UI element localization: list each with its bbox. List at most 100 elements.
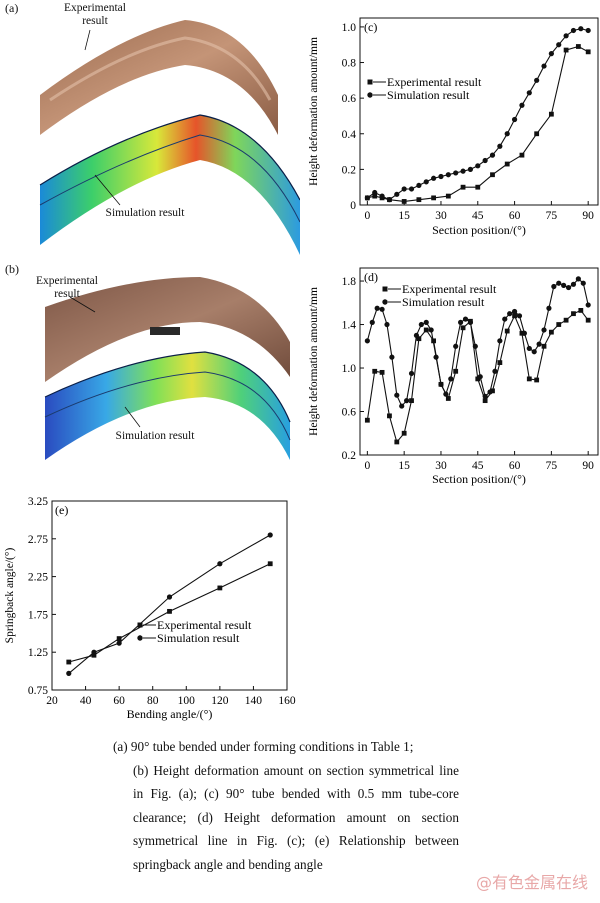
simulation-point bbox=[477, 374, 483, 380]
simulation-point bbox=[578, 26, 584, 32]
experimental-point bbox=[372, 368, 378, 374]
watermark: @有色金属在线 bbox=[475, 873, 588, 892]
copper-tube-b bbox=[45, 277, 290, 382]
experimental-point bbox=[116, 636, 122, 641]
simulation-point bbox=[570, 281, 577, 287]
experimental-point bbox=[453, 368, 459, 374]
x-tick-label: 0 bbox=[364, 210, 370, 222]
simulation-point bbox=[570, 27, 577, 34]
simulation-point bbox=[372, 189, 378, 196]
legend-label: Experimental result bbox=[157, 618, 252, 632]
experimental-point bbox=[548, 111, 554, 117]
photo-a-simulation-label: Simulation result bbox=[105, 207, 185, 219]
x-tick-label: 15 bbox=[398, 210, 410, 222]
simulation-point bbox=[401, 186, 407, 192]
experimental-point bbox=[575, 44, 581, 49]
x-tick-label: 80 bbox=[147, 695, 159, 707]
x-axis-label: Section position/(°) bbox=[432, 223, 526, 237]
y-tick-label: 0.2 bbox=[342, 164, 357, 176]
simulation-point bbox=[482, 157, 488, 164]
simulation-point bbox=[431, 175, 437, 181]
y-tick-label: 1.8 bbox=[342, 276, 357, 288]
legend-marker-square bbox=[137, 622, 143, 628]
simulation-series-line bbox=[68, 534, 271, 674]
experimental-point bbox=[372, 193, 378, 199]
simulation-point bbox=[453, 343, 459, 349]
simulation-point bbox=[561, 282, 567, 288]
simulation-point bbox=[482, 393, 488, 399]
experimental-point bbox=[460, 325, 466, 331]
experimental-point bbox=[475, 184, 481, 190]
simulation-point bbox=[467, 166, 474, 172]
y-tick-label: 0.4 bbox=[342, 129, 357, 141]
simulation-point bbox=[534, 77, 540, 83]
x-tick-label: 120 bbox=[211, 695, 229, 707]
x-tick-label: 45 bbox=[472, 460, 484, 472]
y-tick-label: 0.2 bbox=[342, 450, 357, 462]
simulation-point bbox=[487, 389, 493, 395]
y-tick-label: 0.8 bbox=[342, 58, 357, 70]
copper-tube-a bbox=[40, 20, 278, 135]
simulation-point bbox=[448, 376, 454, 382]
y-axis-label: Springback angle/(°) bbox=[4, 548, 16, 644]
simulation-series-line bbox=[367, 28, 589, 201]
simulation-point bbox=[467, 319, 474, 325]
x-tick-label: 30 bbox=[435, 460, 447, 472]
simulation-point bbox=[413, 332, 420, 339]
experimental-point bbox=[401, 199, 407, 204]
plot-frame bbox=[359, 17, 599, 206]
simulation-point bbox=[394, 392, 400, 398]
simulation-point bbox=[374, 305, 380, 311]
y-tick-label: 0.6 bbox=[342, 407, 357, 419]
simulation-point bbox=[433, 354, 439, 360]
x-axis-label: Bending angle/(°) bbox=[127, 707, 213, 721]
photo-a-experimental-label: Experimental result bbox=[64, 2, 126, 27]
figure-caption: (a) 90° tube bended under forming condit… bbox=[113, 735, 459, 877]
experimental-point bbox=[394, 439, 400, 445]
simulation-point bbox=[497, 338, 503, 344]
legend-label: Experimental result bbox=[387, 75, 482, 89]
simulation-point bbox=[394, 191, 400, 197]
x-tick-label: 60 bbox=[509, 210, 521, 222]
x-tick-label: 90 bbox=[582, 460, 594, 472]
simulation-point bbox=[575, 276, 581, 282]
experimental-point bbox=[534, 377, 540, 383]
y-tick-label: 1.75 bbox=[28, 609, 48, 621]
photo-b-image bbox=[44, 277, 291, 460]
experimental-point bbox=[497, 360, 503, 365]
panel-letter-b: (b) bbox=[5, 262, 19, 276]
simulation-point bbox=[91, 649, 97, 655]
experimental-point bbox=[504, 161, 510, 167]
experimental-point bbox=[267, 561, 273, 567]
simulation-point bbox=[428, 327, 434, 333]
panel-letter: (d) bbox=[364, 270, 378, 284]
simulation-point bbox=[423, 319, 429, 325]
experimental-point bbox=[519, 152, 525, 158]
x-tick-label: 100 bbox=[178, 695, 196, 707]
plot-frame bbox=[51, 500, 288, 691]
experimental-point bbox=[364, 417, 370, 423]
experimental-point bbox=[490, 388, 495, 394]
simulation-point bbox=[364, 338, 370, 344]
x-axis-label: Section position/(°) bbox=[432, 472, 526, 486]
x-tick-label: 20 bbox=[46, 695, 58, 707]
experimental-series-line bbox=[367, 45, 589, 202]
simulation-point bbox=[438, 173, 444, 180]
legend-label: Experimental result bbox=[402, 282, 497, 296]
simulation-point bbox=[443, 391, 449, 397]
simulation-point bbox=[217, 561, 223, 567]
simulation-point bbox=[453, 170, 459, 176]
simulation-point bbox=[511, 308, 518, 315]
legend-label: Simulation result bbox=[387, 88, 470, 102]
experimental-point bbox=[66, 659, 72, 665]
simulation-point bbox=[565, 284, 572, 291]
chart-e: (e) 20 40 60 80 100 120 140 160 0.75 1.25 1.75 2.25 2… bbox=[4, 496, 296, 721]
legend-label: Simulation result bbox=[402, 295, 485, 309]
experimental-point bbox=[585, 317, 591, 323]
experimental-point bbox=[387, 413, 392, 419]
y-axis-label: Height deformation amount/mm bbox=[308, 37, 320, 186]
simulation-point bbox=[457, 319, 464, 325]
caption-rest: (b) Height deformation amount on section… bbox=[133, 762, 459, 872]
simulation-point bbox=[489, 152, 496, 158]
experimental-point bbox=[548, 329, 554, 335]
